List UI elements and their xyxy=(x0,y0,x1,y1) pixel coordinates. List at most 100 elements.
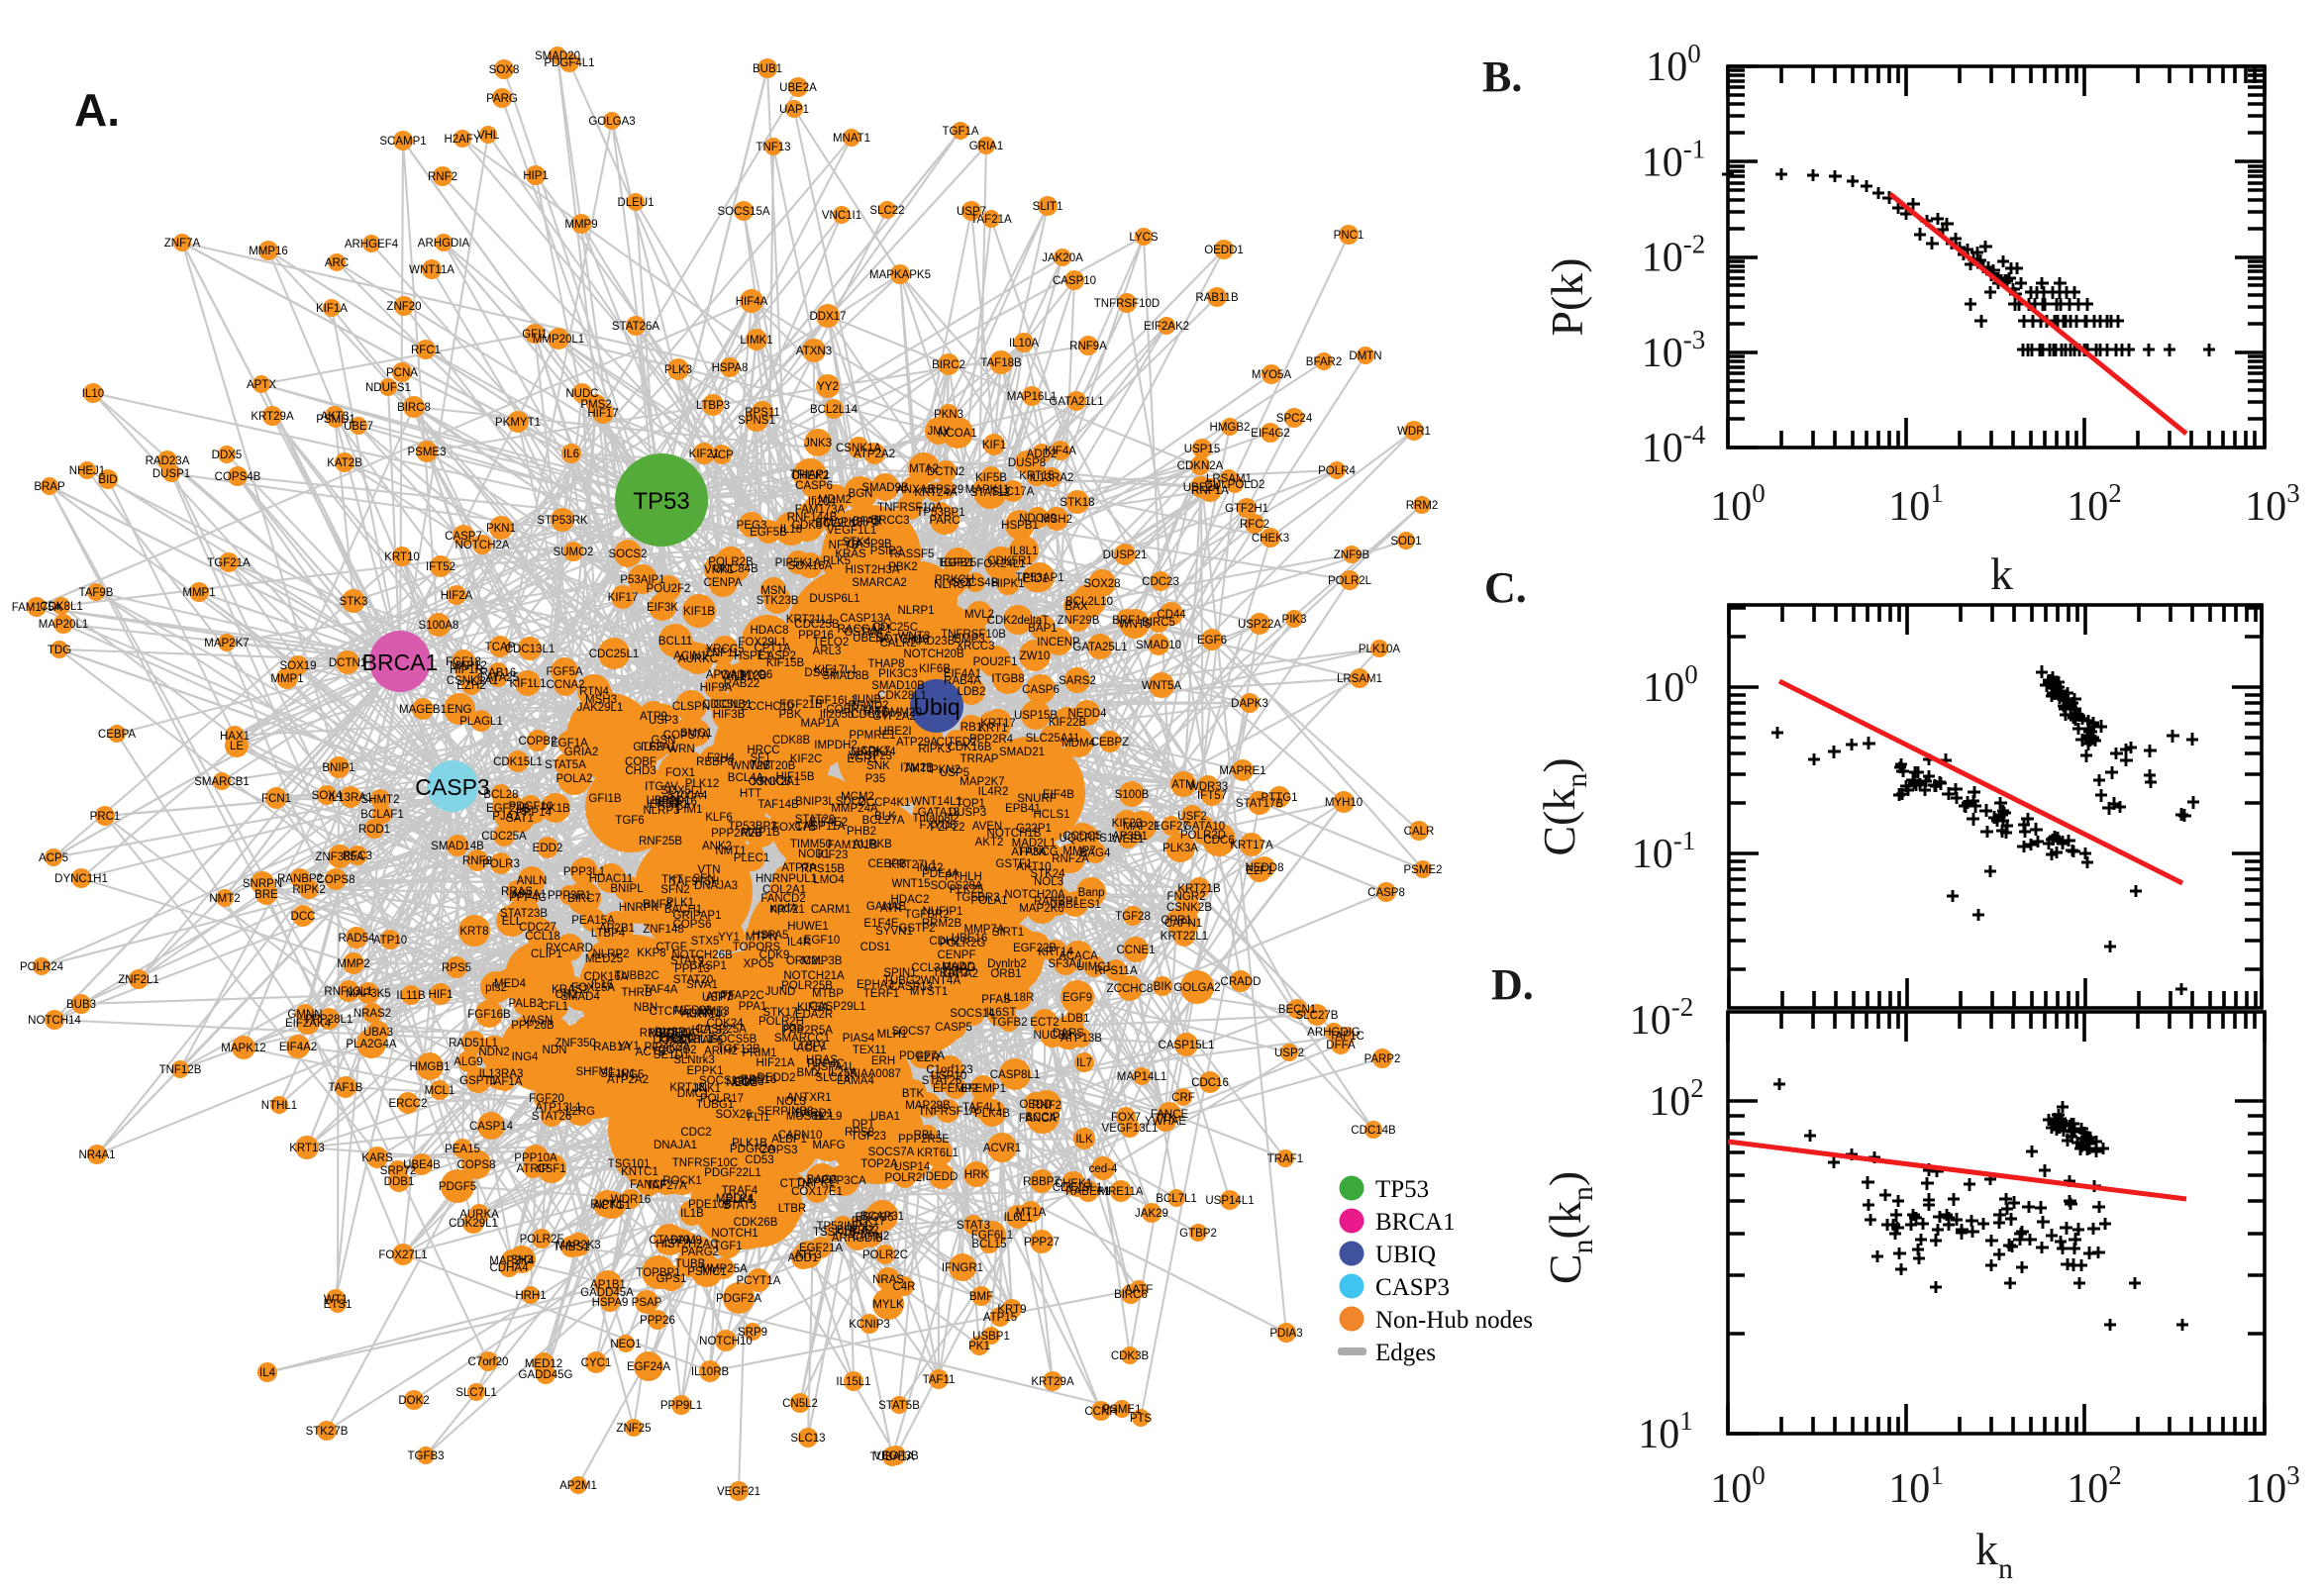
svg-text:ATP2A2: ATP2A2 xyxy=(854,449,895,460)
svg-text:TGF28: TGF28 xyxy=(1115,911,1151,923)
svg-text:COPS8: COPS8 xyxy=(457,1159,496,1171)
svg-text:STAT5A: STAT5A xyxy=(545,759,586,771)
svg-text:KLF6: KLF6 xyxy=(705,812,733,824)
svg-text:KRT29A: KRT29A xyxy=(1031,1376,1074,1388)
svg-text:UBE2A: UBE2A xyxy=(779,82,817,94)
svg-text:TGF12B: TGF12B xyxy=(717,1044,760,1055)
svg-text:POU2F1: POU2F1 xyxy=(973,656,1018,668)
svg-text:CASP6: CASP6 xyxy=(795,480,833,492)
svg-text:IL11B: IL11B xyxy=(396,990,426,1002)
svg-text:BRF1: BRF1 xyxy=(1112,615,1141,627)
svg-text:CASP9B: CASP9B xyxy=(847,539,892,550)
svg-text:SPNS1: SPNS1 xyxy=(738,415,775,427)
svg-text:KRT21: KRT21 xyxy=(769,904,805,916)
svg-text:YY2: YY2 xyxy=(817,381,839,393)
svg-text:VEGF3B: VEGF3B xyxy=(873,1450,919,1462)
svg-text:POLR24: POLR24 xyxy=(20,961,64,973)
svg-text:BUB3: BUB3 xyxy=(66,999,96,1011)
svg-text:ZNF2L1: ZNF2L1 xyxy=(118,974,159,986)
svg-text:NCOA1: NCOA1 xyxy=(938,428,977,440)
svg-text:BCL9: BCL9 xyxy=(814,1111,843,1123)
svg-text:GOLGA3: GOLGA3 xyxy=(588,116,635,128)
svg-text:CTGF: CTGF xyxy=(656,942,686,953)
svg-text:MMP1: MMP1 xyxy=(182,587,215,599)
svg-text:TGF6: TGF6 xyxy=(615,815,644,827)
svg-text:RBBP7: RBBP7 xyxy=(1023,1176,1060,1188)
svg-text:SPC24: SPC24 xyxy=(1276,413,1313,425)
svg-text:STAT20: STAT20 xyxy=(795,814,835,826)
svg-text:KIF17L1: KIF17L1 xyxy=(814,664,857,676)
svg-text:CCNH: CCNH xyxy=(1084,1406,1117,1418)
svg-text:CASP3: CASP3 xyxy=(1375,1274,1450,1301)
svg-text:MAP2K7: MAP2K7 xyxy=(204,638,249,649)
svg-text:PIK3C3: PIK3C3 xyxy=(878,668,918,680)
svg-text:RAD54: RAD54 xyxy=(338,933,375,945)
svg-text:TDG: TDG xyxy=(48,645,71,656)
svg-text:AKT3: AKT3 xyxy=(321,411,350,423)
svg-text:CDC23: CDC23 xyxy=(1142,576,1179,588)
svg-text:SMARCA2: SMARCA2 xyxy=(852,577,907,589)
svg-text:VEGF23: VEGF23 xyxy=(849,750,892,762)
svg-text:VRK1: VRK1 xyxy=(704,564,734,576)
svg-text:ZNF11: ZNF11 xyxy=(705,648,739,659)
svg-text:USP14L1: USP14L1 xyxy=(1205,1195,1254,1207)
svg-text:NHEJ1: NHEJ1 xyxy=(69,465,105,477)
svg-text:LDB2: LDB2 xyxy=(958,686,986,698)
svg-text:CENPA: CENPA xyxy=(704,577,743,589)
svg-text:POLA1: POLA1 xyxy=(970,895,1007,907)
svg-text:BCLAF1: BCLAF1 xyxy=(360,809,403,821)
svg-text:JNK3: JNK3 xyxy=(804,438,832,449)
svg-text:USP15B: USP15B xyxy=(1014,710,1058,722)
svg-text:RFC1: RFC1 xyxy=(411,345,441,356)
svg-text:DUSP1: DUSP1 xyxy=(152,468,190,480)
svg-text:XRCC3: XRCC3 xyxy=(957,641,995,652)
svg-text:NEO1: NEO1 xyxy=(610,1339,641,1350)
svg-text:SLC13: SLC13 xyxy=(790,1433,825,1445)
svg-text:JAK20A: JAK20A xyxy=(1042,252,1083,264)
svg-text:PIP5K1A: PIP5K1A xyxy=(775,557,822,569)
svg-text:KIF1A: KIF1A xyxy=(316,303,348,315)
svg-text:CTTN: CTTN xyxy=(780,1178,811,1190)
svg-text:BGN: BGN xyxy=(849,488,873,500)
svg-text:IL16: IL16 xyxy=(591,979,613,991)
svg-text:ITGB8: ITGB8 xyxy=(991,673,1024,685)
svg-text:BCL7L1: BCL7L1 xyxy=(1156,1193,1197,1205)
svg-text:EGF10: EGF10 xyxy=(804,935,840,947)
svg-text:POLR2I: POLR2I xyxy=(885,1172,926,1184)
svg-text:BRE: BRE xyxy=(254,889,278,901)
svg-text:COL2A1: COL2A1 xyxy=(762,884,806,896)
svg-text:EPHA3: EPHA3 xyxy=(857,979,894,991)
svg-text:BAG4: BAG4 xyxy=(1080,848,1111,859)
svg-text:CASP15L1: CASP15L1 xyxy=(1159,1040,1215,1051)
svg-text:FOX1: FOX1 xyxy=(665,767,695,779)
svg-text:CYC1: CYC1 xyxy=(581,1357,612,1369)
svg-text:ZCCHC8: ZCCHC8 xyxy=(1107,983,1154,995)
svg-text:FAM173A: FAM173A xyxy=(795,504,846,516)
svg-text:ATP13B: ATP13B xyxy=(1060,1033,1102,1045)
svg-text:NOTCH2A: NOTCH2A xyxy=(455,540,510,551)
svg-text:ING2: ING2 xyxy=(917,862,944,874)
svg-text:POLR3: POLR3 xyxy=(482,858,520,870)
svg-text:MED25: MED25 xyxy=(585,953,623,965)
svg-text:ENG: ENG xyxy=(448,704,472,716)
svg-text:CSNK2A1: CSNK2A1 xyxy=(749,776,800,788)
svg-text:MSH3: MSH3 xyxy=(585,694,617,706)
svg-text:PSME3: PSME3 xyxy=(408,447,447,458)
svg-text:PSME2: PSME2 xyxy=(1404,864,1443,876)
svg-text:GMNN: GMNN xyxy=(287,1009,322,1021)
svg-text:IL8L1: IL8L1 xyxy=(1010,546,1039,557)
svg-text:RNF8: RNF8 xyxy=(643,899,672,911)
svg-text:SMAD10B: SMAD10B xyxy=(871,680,925,692)
svg-text:PDGF2A: PDGF2A xyxy=(716,1293,761,1305)
svg-text:NDN: NDN xyxy=(543,1045,567,1056)
svg-text:NUDC: NUDC xyxy=(565,388,598,400)
svg-text:USBP1: USBP1 xyxy=(972,1331,1010,1343)
svg-text:APOA1: APOA1 xyxy=(706,669,744,681)
svg-text:TGF1A: TGF1A xyxy=(942,126,978,138)
svg-text:SLIT1: SLIT1 xyxy=(1033,201,1063,213)
svg-text:SE1D1: SE1D1 xyxy=(654,1049,689,1061)
svg-text:UBA1: UBA1 xyxy=(870,1111,900,1123)
svg-text:KRT14: KRT14 xyxy=(686,1009,722,1021)
svg-text:CDK3B: CDK3B xyxy=(1111,1350,1150,1362)
svg-text:PHB2: PHB2 xyxy=(847,826,876,838)
